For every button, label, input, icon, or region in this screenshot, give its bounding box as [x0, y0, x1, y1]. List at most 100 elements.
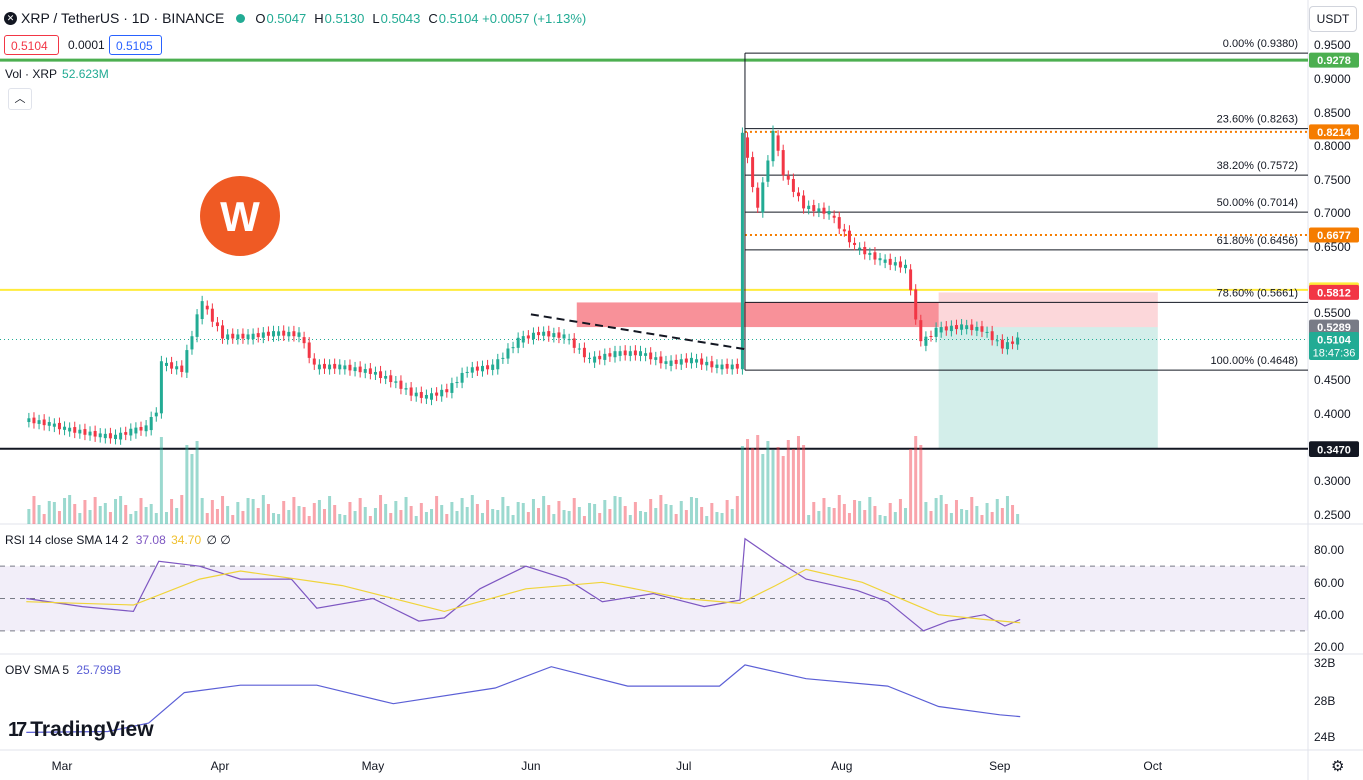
candle-body	[486, 365, 490, 370]
sell-price-button[interactable]: 0.5104	[4, 35, 59, 55]
candle-body	[537, 332, 541, 336]
candle-body	[633, 350, 637, 356]
candle-body	[312, 358, 316, 365]
candle-body	[516, 337, 520, 348]
currency-select[interactable]: USDT	[1309, 6, 1357, 32]
volume-bar	[679, 501, 683, 524]
xrp-coin-icon: ✕	[4, 11, 17, 25]
volume-bar	[379, 495, 383, 524]
fib-level-label: 78.60% (0.5661)	[1217, 287, 1298, 299]
candle-body	[1011, 341, 1015, 344]
candle-body	[154, 412, 158, 417]
candle-body	[929, 336, 933, 338]
candle-body	[159, 361, 163, 414]
volume-bar	[226, 506, 230, 524]
candle-body	[827, 211, 831, 215]
position-target-zone	[938, 327, 1158, 449]
candle-body	[200, 301, 204, 320]
candle-body	[679, 359, 683, 365]
candle-body	[343, 365, 347, 370]
volume-bar	[384, 504, 388, 524]
candle-body	[384, 375, 388, 379]
candle-body	[379, 371, 383, 378]
candle-body	[949, 325, 953, 332]
volume-bar	[944, 504, 948, 524]
price-label-box	[1309, 284, 1359, 300]
candle-body	[27, 418, 31, 423]
volume-bar	[929, 511, 933, 524]
volume-bar	[526, 512, 530, 524]
countdown-label-text: 18:47:36	[1313, 348, 1356, 360]
fib-level-label: 23.60% (0.8263)	[1217, 114, 1298, 126]
candle-body	[139, 426, 143, 431]
price-label-text: 0.9278	[1317, 55, 1351, 67]
candle-body	[307, 342, 311, 358]
volume-bar	[424, 512, 428, 524]
candle-body	[470, 367, 474, 373]
buy-price-button[interactable]: 0.5105	[109, 35, 162, 55]
candle-body	[960, 324, 964, 330]
candle-body	[644, 353, 648, 356]
volume-bar	[516, 502, 520, 524]
candle-body	[363, 369, 367, 373]
candle-body	[149, 417, 153, 431]
candle-body	[236, 334, 240, 340]
volume-bar	[210, 500, 214, 524]
volume-bar	[853, 500, 857, 524]
candle-body	[241, 333, 245, 339]
volume-bar	[480, 513, 484, 524]
volume-bar	[771, 450, 775, 524]
candle-body	[700, 358, 704, 365]
volume-bar	[608, 509, 612, 524]
candle-body	[893, 262, 897, 266]
volume-bar	[827, 507, 831, 524]
volume-bar	[251, 499, 255, 524]
candle-body	[73, 427, 77, 433]
candle-body	[802, 195, 806, 209]
candle-body	[985, 331, 989, 333]
settings-gear-icon[interactable]: ⚙	[1331, 758, 1345, 775]
volume-bar	[83, 500, 87, 524]
volume-bar	[786, 440, 790, 524]
candle-body	[521, 336, 525, 343]
volume-bar	[893, 512, 897, 524]
volume-bar	[57, 511, 61, 524]
candle-body	[909, 269, 913, 291]
collapse-legend-button[interactable]: ︿	[8, 88, 32, 110]
symbol-title[interactable]: XRP / TetherUS · 1D · BINANCE	[21, 10, 225, 26]
rsi-sma-line	[26, 568, 1021, 624]
volume-bar	[557, 501, 561, 524]
volume-bar	[807, 515, 811, 524]
candle-body	[511, 347, 515, 349]
volume-bar	[333, 505, 337, 524]
volume-bar	[139, 498, 143, 524]
volume-bar	[562, 510, 566, 524]
candle-body	[210, 308, 214, 322]
time-axis-tick: Jul	[676, 759, 691, 773]
candle-body	[934, 327, 938, 337]
volume-bar	[1011, 505, 1015, 524]
volume-bar	[322, 509, 326, 524]
volume-bar	[256, 508, 260, 524]
volume-bar	[159, 437, 163, 524]
candle-body	[807, 205, 811, 210]
volume-bar	[98, 506, 102, 524]
symbol-legend: ✕ XRP / TetherUS · 1D · BINANCE O 0.5047…	[4, 9, 586, 27]
time-axis-tick: Apr	[211, 759, 230, 773]
candle-body	[389, 375, 393, 383]
volume-bar	[149, 504, 153, 524]
volume-bar	[832, 508, 836, 524]
price-axis-tick: 0.7000	[1314, 206, 1351, 220]
volume-bar	[1000, 508, 1004, 524]
volume-bar	[363, 507, 367, 524]
volume-bar	[572, 498, 576, 524]
volume-bar	[654, 508, 658, 524]
volume-bar	[231, 515, 235, 524]
candle-body	[898, 261, 902, 268]
time-axis-tick: Oct	[1143, 759, 1162, 773]
candle-body	[608, 353, 612, 357]
obv-axis-tick: 28B	[1314, 694, 1335, 708]
time-axis-tick: May	[362, 759, 385, 773]
volume-bar	[746, 439, 750, 524]
